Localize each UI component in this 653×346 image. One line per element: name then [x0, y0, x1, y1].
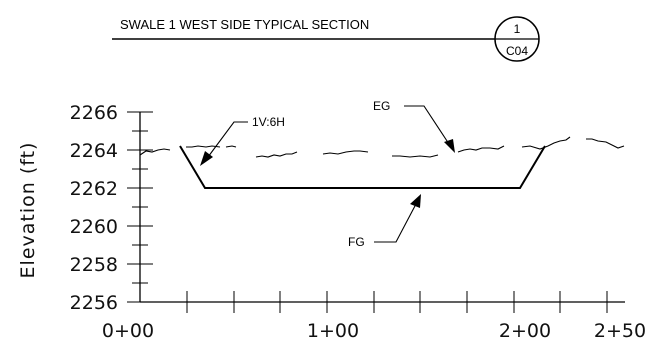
slope-callout-leader — [208, 122, 248, 157]
y-tick-label: 2260 — [70, 216, 118, 238]
fg-callout-label: FG — [348, 235, 365, 249]
x-tick-label: 1+00 — [307, 320, 359, 342]
eg-callout-label: EG — [373, 99, 390, 113]
y-tick-label: 2256 — [70, 292, 118, 314]
x-tick-label: 2+50 — [594, 320, 646, 342]
detail-sheet: C04 — [506, 44, 528, 58]
section-title: SWALE 1 WEST SIDE TYPICAL SECTION — [120, 17, 369, 32]
y-tick-label: 2266 — [70, 102, 118, 124]
finished-grade-line — [180, 146, 545, 188]
y-tick-label: 2258 — [70, 254, 118, 276]
fg-callout-arrow — [410, 194, 421, 208]
y-axis-label: Elevation (ft) — [17, 142, 39, 279]
y-tick-label: 2264 — [70, 140, 118, 162]
x-tick-label: 0+00 — [102, 320, 154, 342]
existing-grade-line — [140, 137, 624, 157]
detail-number: 1 — [514, 22, 521, 36]
slope-callout-label: 1V:6H — [252, 115, 285, 129]
y-tick-label: 2262 — [70, 178, 118, 200]
x-tick-label: 2+00 — [499, 320, 551, 342]
eg-callout-leader — [404, 106, 449, 144]
fg-callout-leader — [374, 204, 416, 242]
eg-callout-arrow — [444, 139, 455, 153]
